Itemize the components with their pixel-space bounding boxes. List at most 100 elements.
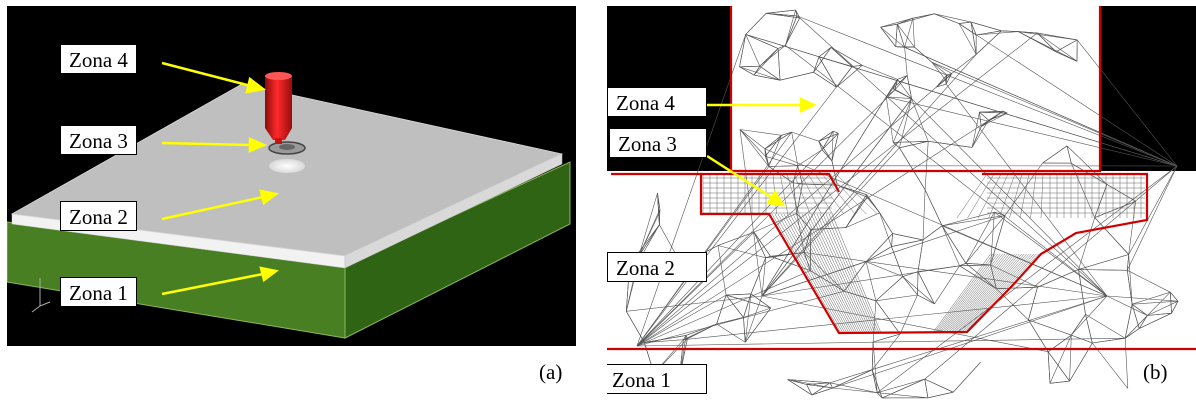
dense-mesh-edge xyxy=(819,213,874,334)
mesh-edge xyxy=(1028,319,1049,352)
mesh-edge xyxy=(1078,254,1129,270)
mesh-edge xyxy=(893,142,900,149)
dense-mesh-edge xyxy=(810,213,868,334)
mesh-edge xyxy=(818,130,834,142)
mesh-edge xyxy=(934,265,960,305)
mesh-edge xyxy=(744,307,771,343)
mesh-edge xyxy=(1071,295,1108,336)
dense-mesh-edge xyxy=(955,253,1025,333)
mesh-edge xyxy=(764,135,782,150)
mesh-edge xyxy=(892,88,896,91)
mesh-edge xyxy=(941,225,960,266)
model-3d-drawing xyxy=(7,61,571,339)
mesh-edge xyxy=(924,378,954,393)
mesh-edge xyxy=(917,271,919,296)
mesh-edge xyxy=(683,295,1108,340)
mesh-edge xyxy=(761,215,1006,297)
mesh-edge xyxy=(893,141,929,143)
mesh-edge xyxy=(1170,292,1179,302)
mesh-edge xyxy=(1078,269,1128,271)
mesh-edge xyxy=(931,61,1178,167)
mesh-edge xyxy=(1131,303,1148,316)
mesh-edge xyxy=(914,46,932,63)
mesh-edge xyxy=(833,130,839,134)
mesh-edge xyxy=(934,13,972,23)
mesh-edge xyxy=(862,65,898,80)
mesh-edge xyxy=(885,79,898,98)
mesh-edge xyxy=(970,22,977,55)
mesh-edge xyxy=(1018,31,1057,53)
mesh-edge xyxy=(1049,334,1072,384)
mesh-edge xyxy=(717,245,766,259)
mesh-edge xyxy=(1078,217,1095,270)
mesh-edge xyxy=(979,111,989,121)
mesh-edge xyxy=(1124,338,1129,389)
mesh-edge xyxy=(739,66,781,81)
mesh-edge xyxy=(1124,315,1148,339)
mesh-edge xyxy=(924,141,929,190)
mesh-edge xyxy=(1042,145,1068,164)
dense-mesh-edge xyxy=(831,213,882,334)
substrate-right-face xyxy=(344,161,571,339)
mesh-edge xyxy=(685,323,717,336)
mesh-edge xyxy=(745,34,779,49)
stir-zone-boundary xyxy=(611,172,1149,335)
mesh-edge xyxy=(1092,337,1126,344)
mesh-edge xyxy=(830,47,863,66)
mesh-edge xyxy=(865,233,893,262)
mesh-edge xyxy=(971,126,982,148)
mesh-edge xyxy=(891,239,924,247)
mesh-edge xyxy=(897,13,935,25)
mesh-edge xyxy=(891,246,904,277)
mesh-edge xyxy=(1069,335,1072,382)
mesh-edge xyxy=(813,71,837,88)
mesh-edge xyxy=(806,384,833,389)
mesh-edge xyxy=(945,83,1108,297)
mesh-edge xyxy=(1018,31,1038,34)
mesh-edge xyxy=(1028,319,1072,336)
mesh-edge xyxy=(657,193,660,225)
mesh-edge xyxy=(970,21,1002,32)
mesh-edge xyxy=(765,135,782,157)
mesh-edge xyxy=(638,193,658,257)
mesh-edge xyxy=(895,46,905,48)
mesh-edge xyxy=(785,10,796,46)
mesh-edge xyxy=(988,112,1008,121)
mesh-edge xyxy=(917,294,935,305)
mesh-edge xyxy=(894,89,912,99)
dense-mesh-edge xyxy=(800,173,822,215)
dense-mesh-edge xyxy=(954,253,1022,333)
mesh-edge xyxy=(941,225,967,264)
caption-b: (b) xyxy=(1143,360,1168,384)
panel-b-mesh-section: Zona 4 Zona 3 Zona 2 Zona 1 xyxy=(607,6,1196,403)
mesh-edge xyxy=(739,129,782,136)
dense-mesh-edge xyxy=(977,173,1002,219)
mesh-edge xyxy=(1071,314,1086,336)
mesh-edge xyxy=(965,263,991,266)
mesh-edge xyxy=(636,110,1004,347)
mesh-edge xyxy=(765,156,798,166)
mesh-edge xyxy=(837,184,868,198)
mesh-edge xyxy=(1047,351,1051,384)
mesh-edge xyxy=(821,130,834,150)
mesh-edge xyxy=(897,75,908,80)
mesh-edge xyxy=(1049,380,1070,384)
zone-1-label-b: Zona 1 xyxy=(607,364,707,394)
dense-mesh-edge xyxy=(804,213,864,334)
mesh-edge xyxy=(994,211,1108,297)
mesh-edge xyxy=(1047,351,1070,382)
mesh-edge xyxy=(636,89,896,347)
mesh-edge xyxy=(852,65,863,67)
mesh-edge xyxy=(787,379,833,389)
dense-mesh-edge xyxy=(786,213,852,334)
mesh-edge xyxy=(879,212,892,247)
mesh-edge xyxy=(1078,269,1086,315)
mesh-edge xyxy=(638,224,660,257)
mesh-edge xyxy=(1127,254,1129,271)
mesh-edge xyxy=(1018,31,1078,41)
mesh-edge xyxy=(761,96,887,297)
mesh-edge xyxy=(636,337,1126,347)
mesh-edge xyxy=(806,382,831,385)
mesh-edge xyxy=(899,147,926,190)
mesh-edge xyxy=(942,215,1006,227)
